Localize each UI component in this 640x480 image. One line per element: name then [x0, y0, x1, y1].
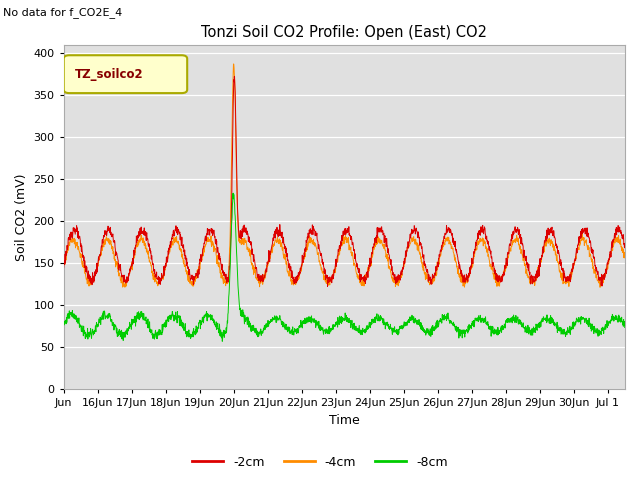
Title: Tonzi Soil CO2 Profile: Open (East) CO2: Tonzi Soil CO2 Profile: Open (East) CO2: [202, 24, 487, 39]
Legend: -2cm, -4cm, -8cm: -2cm, -4cm, -8cm: [187, 451, 453, 474]
Text: TZ_soilco2: TZ_soilco2: [75, 68, 143, 81]
Y-axis label: Soil CO2 (mV): Soil CO2 (mV): [15, 173, 28, 261]
X-axis label: Time: Time: [329, 414, 360, 427]
Text: No data for f_CO2E_4: No data for f_CO2E_4: [3, 7, 122, 18]
FancyBboxPatch shape: [64, 55, 187, 93]
